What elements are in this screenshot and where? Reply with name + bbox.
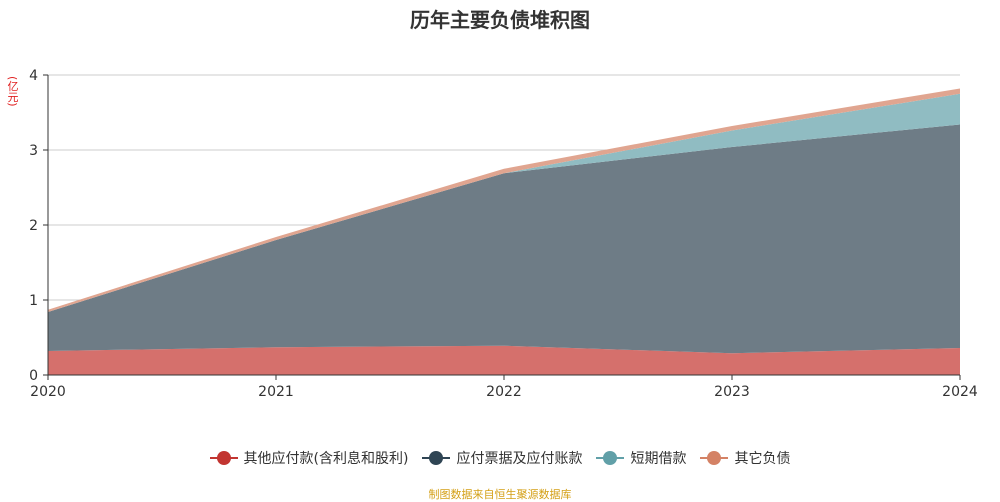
legend-item-3[interactable]: 短期借款: [596, 448, 686, 468]
x-tick-label: 2022: [486, 384, 522, 400]
area-series-3: [48, 93, 960, 312]
legend-label: 其他应付款(含利息和股利): [243, 451, 409, 467]
legend-item-2[interactable]: 应付票据及应付账款: [422, 448, 582, 468]
x-tick-labels: 2020 2021 2022 2023 2024: [30, 384, 978, 400]
y-tick-label: 1: [29, 293, 38, 309]
y-tick-label: 4: [29, 68, 38, 84]
legend-label: 应付票据及应付账款: [456, 451, 583, 467]
legend-marker-icon: [209, 451, 238, 465]
chart-title: 历年主要负债堆积图: [410, 8, 590, 32]
axes: [43, 74, 961, 380]
y-tick-label: 3: [29, 143, 38, 159]
stacked-area-chart: 0 1 2 3 4 2020 2021 2022 2023 2024: [29, 68, 978, 400]
legend-item-1[interactable]: 其他应付款(含利息和股利): [209, 448, 409, 468]
y-tick-labels: 0 1 2 3 4: [29, 68, 38, 384]
legend-marker-icon: [700, 451, 729, 465]
x-tick-label: 2021: [258, 384, 294, 400]
y-tick-label: 2: [29, 218, 38, 234]
legend-label: 短期借款: [630, 451, 687, 467]
legend: 其他应付款(含利息和股利) 应付票据及应付账款 短期借款 其它负债: [0, 448, 1000, 468]
legend-label: 其它负债: [734, 451, 791, 467]
area-series-1: [48, 345, 960, 375]
legend-marker-icon: [422, 451, 451, 465]
area-series-2: [48, 124, 960, 354]
y-tick-label: 0: [29, 368, 38, 384]
x-tick-label: 2020: [30, 384, 66, 400]
x-tick-label: 2023: [714, 384, 750, 400]
area-layers: [48, 88, 960, 375]
x-tick-label: 2024: [942, 384, 978, 400]
legend-item-4[interactable]: 其它负债: [700, 448, 790, 468]
y-axis-unit-label: (亿元): [6, 76, 19, 107]
data-source-note: 制图数据来自恒生聚源数据库: [428, 488, 572, 501]
legend-marker-icon: [596, 451, 625, 465]
